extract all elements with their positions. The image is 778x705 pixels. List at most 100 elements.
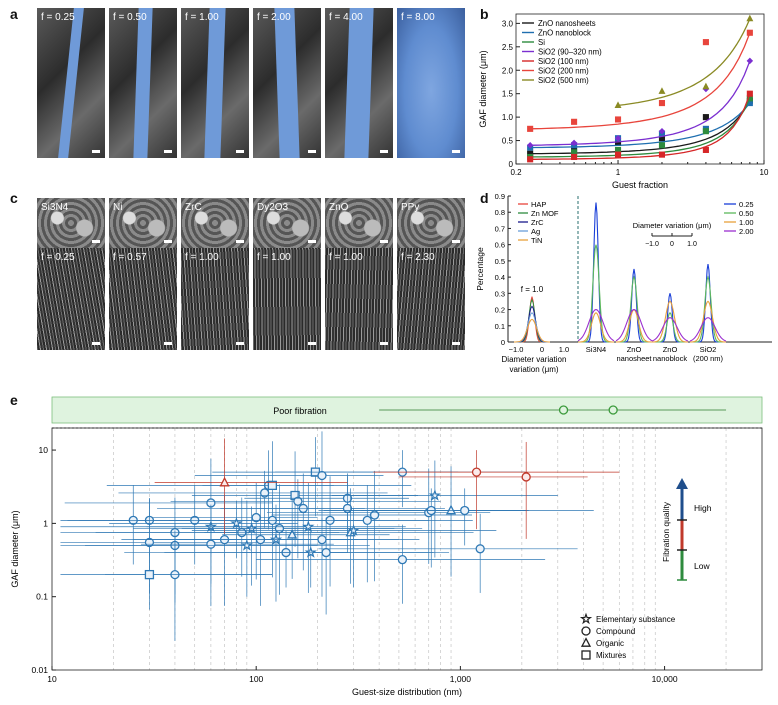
data-point <box>317 534 327 545</box>
y-tick-label: 0.7 <box>495 224 505 233</box>
y-tick-label: 0 <box>501 338 505 347</box>
scale-bar <box>164 240 172 243</box>
data-point <box>746 90 753 97</box>
y-tick-label: 0.6 <box>495 241 505 250</box>
data-point-group <box>153 482 318 580</box>
data-point <box>428 489 441 501</box>
x-axis-label: Guest-size distribution (nm) <box>352 687 462 697</box>
legend-label: ZnO nanoblock <box>538 29 591 38</box>
data-point <box>702 128 709 135</box>
sem-image-a-1: f = 0.25 <box>37 8 105 158</box>
data-point <box>746 57 754 65</box>
fit-curve <box>530 102 751 149</box>
y-tick-label: 0.5 <box>502 137 514 146</box>
legend-marker <box>581 650 591 660</box>
legend-label: SiO2 (100 nm) <box>538 57 589 66</box>
data-point <box>614 134 622 142</box>
series-4 <box>527 90 753 163</box>
data-point-group <box>175 517 420 597</box>
sem-particle-image-1: Si3N4 <box>37 198 105 248</box>
group-label: nanosheet <box>616 354 652 363</box>
data-point <box>658 151 666 158</box>
y-tick-label: 2.0 <box>502 66 514 75</box>
sem-fiber-image-2: f = 0.57 <box>109 248 177 350</box>
data-point <box>144 569 155 580</box>
fit-curve <box>530 100 751 155</box>
sem-image-a-4: f = 2.00 <box>253 8 321 158</box>
data-point-group <box>140 509 334 607</box>
data-point-group <box>154 438 348 534</box>
data-point <box>321 547 331 558</box>
group-label: SiO2 <box>700 345 717 354</box>
group-label: ZnO <box>663 345 678 354</box>
y-tick-label: 0.01 <box>31 665 48 675</box>
data-point <box>445 504 457 515</box>
quality-arrow-head <box>676 478 688 489</box>
peak-curve <box>577 309 615 342</box>
legend-label: HAP <box>531 200 546 209</box>
scale-bar <box>380 240 388 243</box>
x-tick-label: 0.2 <box>510 168 522 177</box>
legend-label: SiO2 (90–320 nm) <box>538 48 602 57</box>
data-point-group <box>297 485 429 583</box>
peak-curve <box>651 317 689 342</box>
y-tick-label: 0.1 <box>495 322 505 331</box>
legend-label: Ag <box>531 227 540 236</box>
poor-point <box>558 405 569 415</box>
fiber-highlight <box>133 8 153 158</box>
data-point <box>293 496 303 506</box>
scale-bar <box>236 240 244 243</box>
scale-bar <box>380 342 388 345</box>
data-point <box>658 127 666 135</box>
plot-frame <box>51 427 763 671</box>
x-tick-label: 10 <box>47 674 57 684</box>
data-point <box>317 470 327 481</box>
inset-x-label-unit: variation (μm) <box>509 365 558 374</box>
data-point-group <box>373 450 620 530</box>
sem-image-a-6: f = 8.00 <box>397 8 465 158</box>
data-point <box>658 87 666 94</box>
fraction-tag: f = 1.00 <box>185 252 219 263</box>
peak-group-0 <box>577 202 615 343</box>
panel-b-label: b <box>480 6 489 22</box>
legend-label: 0.50 <box>739 209 754 218</box>
inset-scale-tick-label: 1.0 <box>687 241 697 248</box>
data-point <box>302 520 315 533</box>
sem-fiber-image-6: f = 2.30 <box>397 248 465 350</box>
y-tick-label: 0.5 <box>495 257 505 266</box>
data-point-group <box>109 501 298 559</box>
x-tick-label: 10 <box>760 168 769 177</box>
inset-peak-curve <box>514 305 550 343</box>
fraction-tag: f = 2.30 <box>401 252 435 263</box>
fiber-highlight <box>204 8 226 158</box>
inset-scale-tick-label: −1.0 <box>645 241 659 248</box>
peak-curve <box>690 275 726 343</box>
peak-curve <box>578 202 614 343</box>
panel-e-chart: Poor fibration 0.01 0.1 1 10 10 100 1,000 10,000… <box>10 396 763 697</box>
y-tick-label: 2.5 <box>502 43 514 52</box>
inset-x-label: Diameter variation <box>502 355 567 364</box>
data-point <box>274 523 285 534</box>
scale-bar <box>92 342 100 345</box>
data-point-group <box>191 508 497 588</box>
inset-scale-title: Diameter variation (μm) <box>633 221 712 230</box>
peak-curve <box>578 312 614 343</box>
data-point <box>614 116 622 123</box>
poor-fibration-label: Poor fibration <box>273 406 327 416</box>
sem-particle-image-3: ZrC <box>181 198 249 248</box>
series-5 <box>527 29 753 132</box>
sem-fiber-image-4: f = 1.00 <box>253 248 321 350</box>
material-tag: Dy2O3 <box>257 202 289 213</box>
series-1 <box>527 100 753 151</box>
y-tick-label: 1.5 <box>502 90 514 99</box>
inset-scale-tick-label: 0 <box>670 241 674 248</box>
sem-particle-image-4: Dy2O3 <box>253 198 321 248</box>
legend-label: SiO2 (500 nm) <box>538 76 589 85</box>
y-axis-label: Percentage <box>475 247 485 291</box>
fiber-highlight <box>344 8 374 158</box>
legend-label: SiO2 (200 nm) <box>538 67 589 76</box>
y-tick-label: 0.8 <box>495 208 505 217</box>
data-point <box>460 505 470 516</box>
legend-label: Mixtures <box>596 651 626 660</box>
